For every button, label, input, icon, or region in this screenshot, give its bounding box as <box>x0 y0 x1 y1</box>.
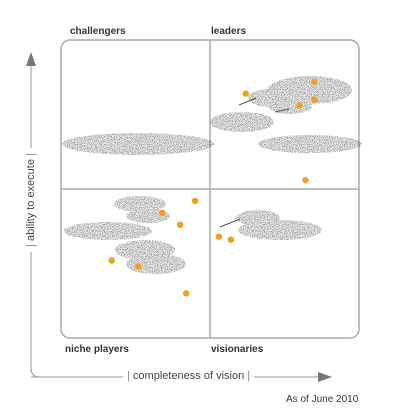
data-points <box>108 78 318 297</box>
quadrant-label-visionaries: visionaries <box>211 344 264 355</box>
obscured-label-blob <box>64 222 152 240</box>
leader-line <box>274 108 290 113</box>
quadrant-label-leaders: leaders <box>211 26 247 37</box>
quadrant-label-challengers: challengers <box>70 26 126 37</box>
data-point-6 <box>191 197 199 205</box>
data-point-2 <box>311 78 318 85</box>
y-axis-label: | ability to execute | <box>25 148 37 252</box>
y-axis-arrowhead <box>26 52 36 66</box>
data-point-4 <box>311 96 318 103</box>
obscured-labels <box>62 76 362 274</box>
obscured-label-blob <box>62 133 214 155</box>
obscured-label-blob <box>126 209 170 223</box>
data-point-13 <box>227 236 235 243</box>
obscured-label-blob <box>268 98 312 114</box>
obscured-label-blob <box>114 196 166 212</box>
leader-line <box>238 97 257 106</box>
data-point-12 <box>215 233 223 240</box>
data-point-1 <box>242 90 249 97</box>
leader-lines <box>219 97 290 228</box>
data-point-5 <box>302 176 309 184</box>
as-of-date: As of June 2010 <box>286 394 359 405</box>
data-point-9 <box>135 263 142 270</box>
data-point-7 <box>159 209 166 216</box>
data-point-11 <box>183 290 190 297</box>
data-point-3 <box>296 102 303 109</box>
obscured-label-blob <box>258 135 362 153</box>
axis-corner <box>30 367 41 378</box>
data-point-8 <box>177 221 184 228</box>
obscured-label-blob <box>238 220 322 240</box>
quadrant-label-niche-players: niche players <box>65 344 129 355</box>
x-axis-label: | completeness of vision | <box>123 370 255 382</box>
x-axis-arrowhead <box>318 372 332 382</box>
data-point-10 <box>108 257 115 264</box>
obscured-label-blob <box>210 112 274 132</box>
obscured-label-blob <box>126 254 186 274</box>
leader-line <box>219 218 241 228</box>
